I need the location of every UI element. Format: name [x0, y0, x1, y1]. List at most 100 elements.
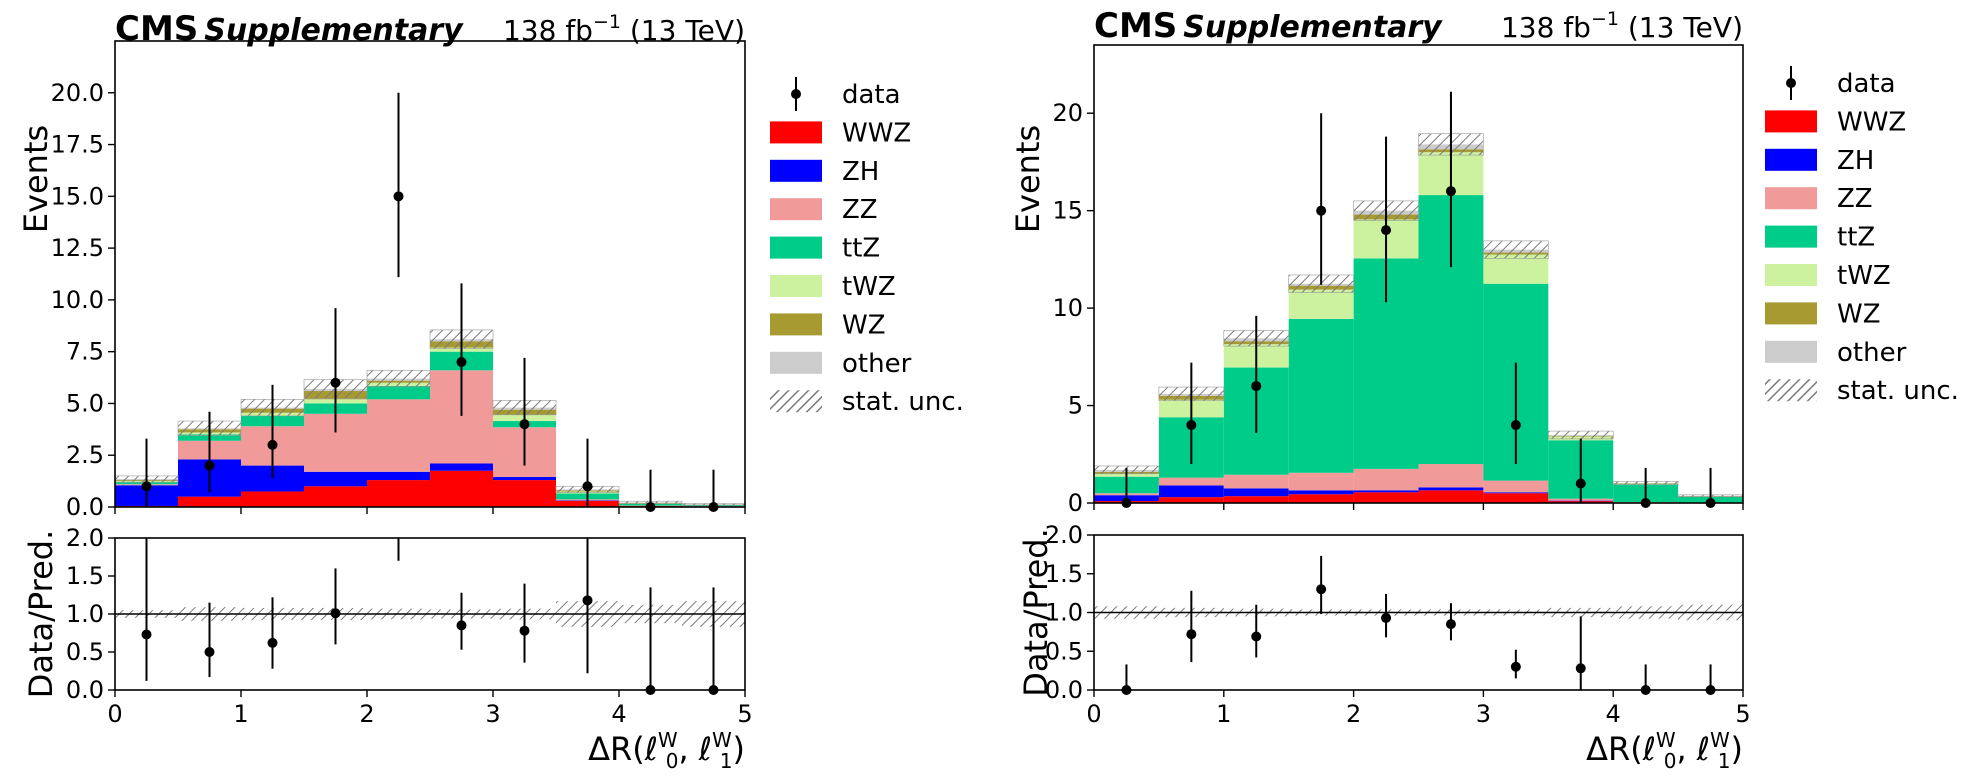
x-tick-label: 4 [1606, 700, 1621, 728]
ratio-y-tick-label: 0.0 [66, 676, 104, 704]
bar-zh-bin2 [1158, 485, 1224, 498]
stat-unc-band-bin7 [1483, 240, 1549, 259]
bar-zh-bin5 [1353, 490, 1419, 493]
bar-zh-bin7 [493, 476, 556, 481]
data-point-bin3 [1251, 381, 1262, 392]
cms-experiment: CMS [115, 9, 198, 49]
ratio-point-bin6 [1445, 619, 1456, 630]
data-point-bin1 [141, 481, 152, 492]
ratio-point-bin8 [1575, 663, 1586, 674]
panel-1: 0.02.55.07.510.012.515.017.520.0EventsCM… [17, 9, 964, 773]
x-axis-label: ΔR(ℓW 0, ℓW 1) [588, 728, 745, 773]
legend-label: WZ [842, 310, 886, 340]
cms-label: CMS Supplementary [1094, 6, 1443, 46]
y-tick-label: 17.5 [51, 131, 104, 159]
bar-ttz-bin4 [1288, 318, 1354, 473]
legend-swatch-zh [770, 159, 822, 182]
cms-tag: Supplementary [1183, 10, 1443, 45]
bar-zz-bin5 [367, 399, 430, 472]
x-label-mid: , ℓ [678, 730, 712, 768]
x-tick-label: 2 [359, 700, 374, 728]
y-axis-label: Events [1009, 125, 1047, 233]
legend-swatch-zh [1765, 148, 1817, 171]
bar-wwz-bin3 [1223, 496, 1289, 503]
y-tick-label: 0.0 [66, 493, 104, 521]
ratio-point-bin7 [1510, 661, 1521, 672]
y-tick-label: 12.5 [51, 234, 104, 262]
ratio-point-bin1 [141, 629, 152, 640]
x-label-sup0: W [658, 728, 678, 752]
x-tick-label: 3 [1476, 700, 1491, 728]
x-tick-label: 0 [1086, 700, 1101, 728]
lumi-suffix: (13 TeV) [1619, 11, 1743, 44]
bar-wwz-bin5 [1353, 492, 1419, 503]
y-tick-label: 2.5 [66, 441, 104, 469]
x-label-sub1: 1 [720, 749, 733, 773]
ratio-y-tick-label: 1.5 [1045, 560, 1083, 588]
legend-label: other [842, 349, 912, 379]
x-label-sub0: 0 [1664, 749, 1677, 773]
data-point-bin4 [1316, 205, 1327, 216]
x-label-sup1: W [712, 728, 732, 752]
lumi-prefix: 138 fb [503, 14, 593, 47]
ratio-point-bin4 [1316, 584, 1327, 595]
ratio-point-bin4 [330, 608, 341, 619]
x-tick-label: 5 [1735, 700, 1750, 728]
y-tick-label: 0 [1068, 489, 1083, 517]
ratio-point-bin2 [204, 647, 215, 657]
legend-swatch-other [770, 351, 822, 374]
legend: data WWZ ZH ZZ ttZ tWZ WZ other stat. unc. [1765, 66, 1959, 406]
data-point-bin2 [204, 460, 215, 471]
bar-zh-bin6 [1418, 487, 1484, 491]
x-axis-label: ΔR(ℓW 0, ℓW 1) [1586, 728, 1743, 773]
lumi-label: 138 fb−1 (13 TeV) [1501, 8, 1743, 44]
ratio-point-bin6 [456, 620, 467, 631]
ratio-y-tick-label: 1.0 [66, 600, 104, 628]
x-tick-label: 2 [1346, 700, 1361, 728]
x-tick-label: 1 [233, 700, 248, 728]
y-tick-label: 10 [1052, 294, 1083, 322]
bar-zz-bin7 [1483, 480, 1549, 493]
data-point-bin7 [1510, 420, 1521, 431]
ratio-y-tick-label: 0.5 [66, 638, 104, 666]
x-label-post: ) [1731, 730, 1743, 768]
main-axes-frame [1093, 44, 1744, 504]
legend-swatch-ttz [770, 236, 822, 259]
lumi-label: 138 fb−1 (13 TeV) [503, 11, 745, 47]
lumi-prefix: 138 fb [1501, 11, 1591, 44]
legend-label: data [842, 80, 901, 110]
ratio-point-bin5 [1381, 612, 1392, 623]
bar-zz-bin4 [1288, 472, 1354, 491]
data-points [141, 92, 719, 512]
x-tick-label: 4 [611, 700, 626, 728]
legend-label: data [1837, 69, 1896, 99]
bar-zh-bin5 [367, 471, 430, 481]
x-tick-label: 3 [485, 700, 500, 728]
bar-zh-bin6 [430, 463, 493, 471]
legend-swatch-wwz [770, 121, 822, 144]
ratio-y-tick-label: 2.0 [1045, 521, 1083, 549]
y-tick-label: 10.0 [51, 286, 104, 314]
ratio-point-bin8 [582, 595, 593, 606]
x-tick-label: 0 [107, 700, 122, 728]
bar-zz-bin2 [1158, 477, 1224, 486]
data-point-bin6 [1445, 186, 1456, 197]
bar-wwz-bin4 [1288, 494, 1354, 503]
legend-label: tWZ [1837, 261, 1891, 291]
bar-wwz-bin2 [1158, 497, 1224, 503]
legend: data WWZ ZH ZZ ttZ tWZ WZ other stat. unc. [770, 77, 964, 417]
legend-swatch-stat-unc [1765, 379, 1817, 402]
cms-experiment: CMS [1094, 6, 1177, 46]
legend-label: ZH [842, 157, 879, 187]
legend-label: other [1837, 338, 1907, 368]
x-tick-label: 5 [737, 700, 752, 728]
bar-wwz-bin2 [178, 496, 241, 507]
x-label-sub0: 0 [666, 749, 679, 773]
x-label-pre: ΔR(ℓ [588, 730, 658, 768]
legend-swatch-other [1765, 340, 1817, 363]
legend-label: ZZ [1837, 184, 1873, 214]
legend-label: ZH [1837, 146, 1874, 176]
bar-ttz-bin5 [367, 385, 430, 400]
